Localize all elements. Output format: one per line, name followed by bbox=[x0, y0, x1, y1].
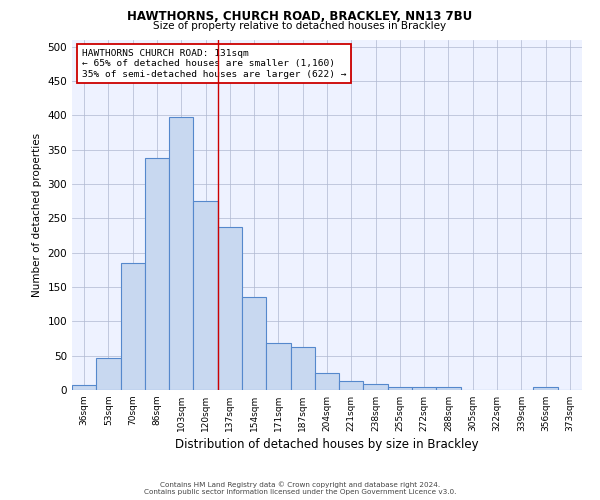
Bar bbox=[533, 388, 558, 390]
Bar bbox=[72, 384, 96, 390]
Text: Size of property relative to detached houses in Brackley: Size of property relative to detached ho… bbox=[154, 21, 446, 31]
Bar bbox=[266, 342, 290, 390]
Bar bbox=[436, 388, 461, 390]
Bar bbox=[242, 296, 266, 390]
Bar bbox=[121, 263, 145, 390]
Bar bbox=[412, 388, 436, 390]
Bar bbox=[315, 373, 339, 390]
Bar bbox=[364, 384, 388, 390]
Bar bbox=[169, 117, 193, 390]
Bar bbox=[218, 226, 242, 390]
Bar bbox=[339, 381, 364, 390]
Y-axis label: Number of detached properties: Number of detached properties bbox=[32, 133, 42, 297]
Bar bbox=[96, 358, 121, 390]
Text: HAWTHORNS, CHURCH ROAD, BRACKLEY, NN13 7BU: HAWTHORNS, CHURCH ROAD, BRACKLEY, NN13 7… bbox=[127, 10, 473, 23]
Bar bbox=[388, 386, 412, 390]
Bar bbox=[193, 202, 218, 390]
Bar bbox=[290, 347, 315, 390]
Text: HAWTHORNS CHURCH ROAD: 131sqm
← 65% of detached houses are smaller (1,160)
35% o: HAWTHORNS CHURCH ROAD: 131sqm ← 65% of d… bbox=[82, 49, 347, 78]
Text: Contains HM Land Registry data © Crown copyright and database right 2024.
Contai: Contains HM Land Registry data © Crown c… bbox=[144, 482, 456, 495]
X-axis label: Distribution of detached houses by size in Brackley: Distribution of detached houses by size … bbox=[175, 438, 479, 451]
Bar bbox=[145, 158, 169, 390]
